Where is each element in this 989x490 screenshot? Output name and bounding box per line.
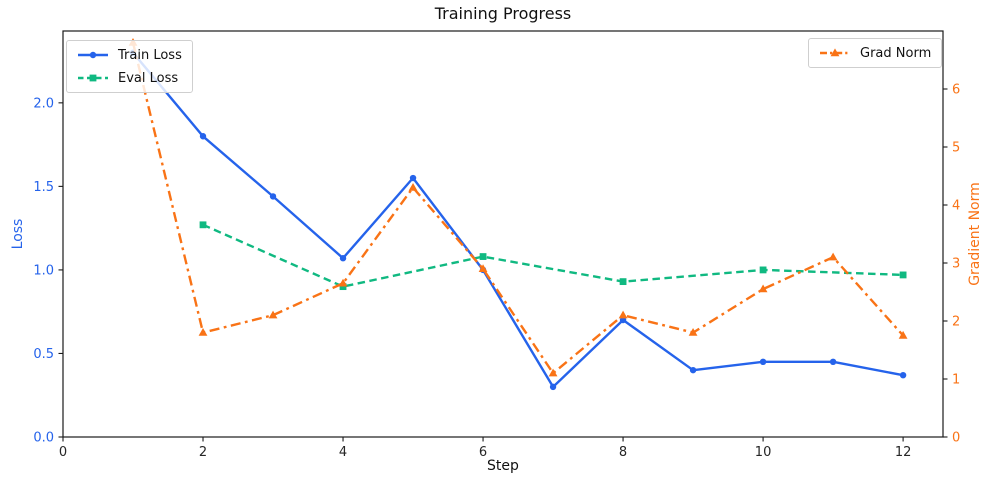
train-loss-marker — [199, 133, 207, 140]
y-tick-label-right: 1 — [952, 373, 960, 388]
grad-norm-marker — [548, 368, 558, 377]
grad-norm-legend: Grad Norm — [808, 38, 943, 68]
grad-norm-marker — [408, 183, 418, 191]
plot-border — [62, 30, 944, 438]
grad-norm-marker — [828, 252, 838, 261]
legend-label-grad-norm: Grad Norm — [860, 45, 932, 61]
y-tick-label-right: 5 — [952, 141, 960, 156]
legend-sample-marker — [830, 48, 840, 57]
grad-norm-marker — [758, 284, 768, 293]
train-loss-markers — [129, 49, 907, 391]
train-loss-marker — [759, 358, 767, 366]
grad-norm-marker — [898, 330, 908, 339]
x-tick-label: 0 — [59, 445, 67, 460]
eval-loss-markers — [199, 221, 907, 291]
loss-legend: Train Loss Eval Loss — [66, 40, 193, 93]
x-tick-label: 4 — [339, 445, 347, 460]
train-loss-marker — [549, 383, 557, 391]
y-tick-label-left: 0.0 — [33, 431, 54, 446]
x-tick-label: 6 — [479, 445, 487, 460]
eval-loss-marker — [899, 271, 907, 279]
train-loss-legend-sample-icon — [78, 51, 108, 59]
grad-norm-marker — [478, 264, 488, 272]
legend-entry-grad-norm: Grad Norm — [819, 45, 931, 61]
y-tick-label-right: 6 — [952, 83, 960, 98]
legend-label-train-loss: Train Loss — [118, 47, 182, 63]
legend-entry-train-loss: Train Loss — [77, 47, 182, 63]
train-loss-marker — [409, 174, 417, 182]
x-tick-label: 2 — [199, 445, 207, 460]
chart-title: Training Progress — [434, 4, 572, 23]
y-tick-label-left: 1.0 — [33, 263, 54, 278]
train-loss-marker — [689, 366, 697, 374]
eval-loss-marker — [199, 221, 207, 229]
legend-sample-marker — [89, 74, 97, 82]
y-tick-label-left: 2.0 — [33, 96, 54, 111]
train-loss-marker — [269, 193, 277, 200]
train-loss-marker — [899, 371, 907, 379]
train-loss-marker — [619, 316, 627, 324]
eval-loss-legend-sample-icon — [78, 74, 108, 82]
grad-norm-marker — [268, 310, 278, 319]
grad-norm-marker — [688, 328, 698, 336]
grad-norm-line — [131, 42, 904, 375]
eval-loss-line — [202, 223, 904, 288]
y-tick-label-right: 3 — [952, 257, 960, 272]
grad-norm-markers — [128, 38, 908, 377]
y-tick-label-right: 4 — [952, 199, 960, 214]
y-tick-label-right: 2 — [952, 315, 960, 330]
eval-loss-marker — [339, 283, 347, 291]
x-tick-label: 8 — [619, 445, 627, 460]
train-loss-marker — [829, 358, 837, 366]
eval-loss-marker — [479, 253, 487, 260]
grad-norm-marker — [198, 328, 208, 336]
legend-sample-marker — [89, 51, 97, 59]
eval-loss-marker — [759, 266, 767, 274]
y-tick-label-right: 0 — [952, 431, 960, 446]
grad-norm-marker — [618, 310, 628, 319]
legend-entry-eval-loss: Eval Loss — [77, 70, 182, 86]
y-tick-label-left: 1.5 — [33, 180, 54, 195]
grad-norm-marker — [338, 278, 348, 287]
y-tick-label-left: 0.5 — [33, 347, 54, 362]
x-tick-label: 12 — [895, 445, 912, 460]
train-loss-marker — [339, 255, 347, 262]
x-tick-label: 10 — [755, 445, 772, 460]
grad-norm-legend-sample-icon — [820, 48, 850, 57]
train-loss-line — [132, 51, 904, 389]
eval-loss-marker — [619, 278, 627, 286]
x-axis-label-step: Step — [487, 458, 519, 474]
legend-label-eval-loss: Eval Loss — [118, 70, 179, 86]
